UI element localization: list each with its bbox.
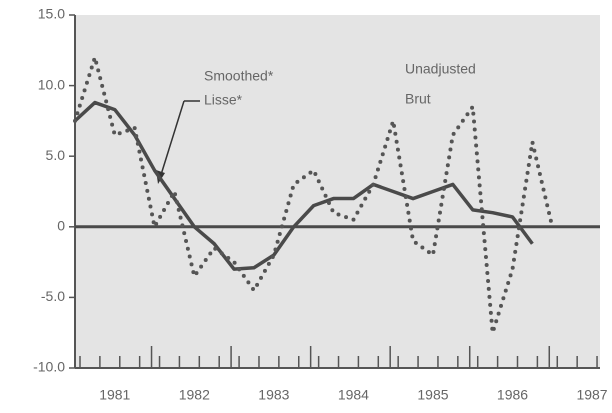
annotation: Unadjusted [405, 61, 476, 77]
plot-area [75, 15, 600, 368]
x-tick-label: 1983 [258, 387, 289, 403]
y-tick-label: 15.0 [38, 6, 65, 22]
y-tick-label: 10.0 [38, 76, 65, 92]
x-tick-label: 1982 [179, 387, 210, 403]
y-tick-label: 5.0 [46, 147, 66, 163]
y-tick-label: -10.0 [33, 359, 65, 375]
annotation: Brut [405, 91, 431, 107]
x-tick-label: 1987 [576, 387, 607, 403]
x-tick-label: 1984 [338, 387, 369, 403]
annotation: Smoothed* [204, 68, 274, 84]
annotation: Lisse* [204, 92, 243, 108]
arrow [159, 100, 185, 179]
x-tick-label: 1981 [99, 387, 130, 403]
x-tick-label: 1986 [497, 387, 528, 403]
series-line [73, 100, 534, 271]
y-tick-label: 0 [57, 218, 65, 234]
x-tick-label: 1985 [417, 387, 448, 403]
series-line [73, 50, 555, 334]
y-tick-label: -5.0 [41, 288, 65, 304]
